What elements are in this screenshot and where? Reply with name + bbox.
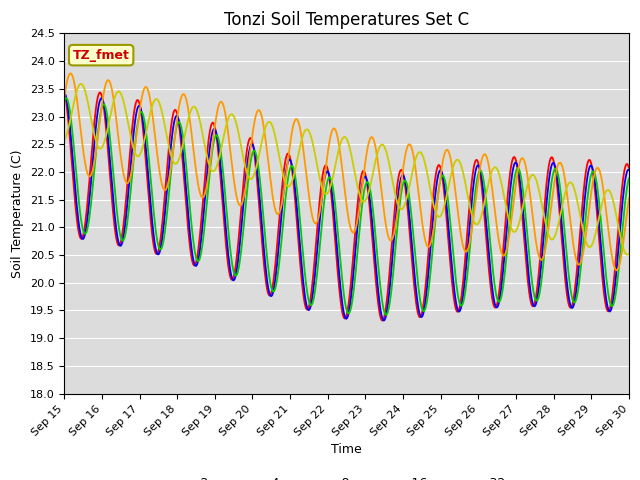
-2cm bbox=[186, 243, 194, 249]
-32cm bbox=[187, 108, 195, 114]
-2cm bbox=[70, 192, 78, 198]
-2cm bbox=[378, 318, 386, 324]
-2cm bbox=[416, 314, 424, 320]
Line: -32cm: -32cm bbox=[64, 84, 629, 255]
Line: -8cm: -8cm bbox=[64, 98, 629, 315]
-32cm bbox=[70, 97, 78, 103]
-32cm bbox=[60, 137, 68, 143]
-16cm bbox=[416, 203, 424, 208]
Text: TZ_fmet: TZ_fmet bbox=[73, 48, 130, 61]
-8cm bbox=[217, 147, 225, 153]
-4cm bbox=[70, 177, 78, 183]
-16cm bbox=[72, 85, 79, 91]
Legend: -2cm, -4cm, -8cm, -16cm, -32cm: -2cm, -4cm, -8cm, -16cm, -32cm bbox=[163, 472, 530, 480]
-32cm bbox=[217, 149, 225, 155]
-2cm bbox=[625, 165, 633, 171]
-16cm bbox=[129, 157, 137, 163]
-32cm bbox=[433, 211, 440, 217]
-16cm bbox=[625, 195, 633, 201]
-2cm bbox=[129, 121, 136, 127]
-32cm bbox=[129, 145, 137, 151]
-32cm bbox=[416, 149, 424, 155]
Y-axis label: Soil Temperature (C): Soil Temperature (C) bbox=[11, 149, 24, 278]
-8cm bbox=[417, 301, 424, 307]
-4cm bbox=[216, 155, 223, 160]
-4cm bbox=[60, 89, 68, 95]
-2cm bbox=[216, 166, 223, 171]
-32cm bbox=[625, 251, 633, 256]
-16cm bbox=[217, 99, 225, 105]
-8cm bbox=[129, 159, 137, 165]
-4cm bbox=[416, 312, 424, 318]
-4cm bbox=[433, 182, 440, 188]
-4cm bbox=[186, 231, 194, 237]
-8cm bbox=[382, 312, 390, 318]
-16cm bbox=[187, 124, 195, 130]
Line: -4cm: -4cm bbox=[64, 92, 629, 321]
-2cm bbox=[433, 168, 440, 174]
-32cm bbox=[623, 252, 631, 258]
Line: -16cm: -16cm bbox=[64, 73, 629, 270]
-32cm bbox=[77, 81, 84, 87]
-8cm bbox=[62, 95, 70, 101]
-8cm bbox=[625, 176, 633, 181]
Title: Tonzi Soil Temperatures Set C: Tonzi Soil Temperatures Set C bbox=[224, 11, 469, 29]
-4cm bbox=[380, 318, 388, 324]
X-axis label: Time: Time bbox=[332, 444, 362, 456]
-8cm bbox=[187, 214, 195, 219]
-8cm bbox=[72, 160, 79, 166]
-16cm bbox=[612, 267, 620, 273]
Line: -2cm: -2cm bbox=[64, 90, 629, 321]
-16cm bbox=[67, 71, 74, 76]
-8cm bbox=[433, 198, 441, 204]
-16cm bbox=[433, 205, 440, 211]
-4cm bbox=[625, 167, 633, 173]
-4cm bbox=[129, 141, 136, 146]
-2cm bbox=[60, 87, 68, 93]
-16cm bbox=[60, 95, 68, 101]
-8cm bbox=[60, 98, 68, 104]
